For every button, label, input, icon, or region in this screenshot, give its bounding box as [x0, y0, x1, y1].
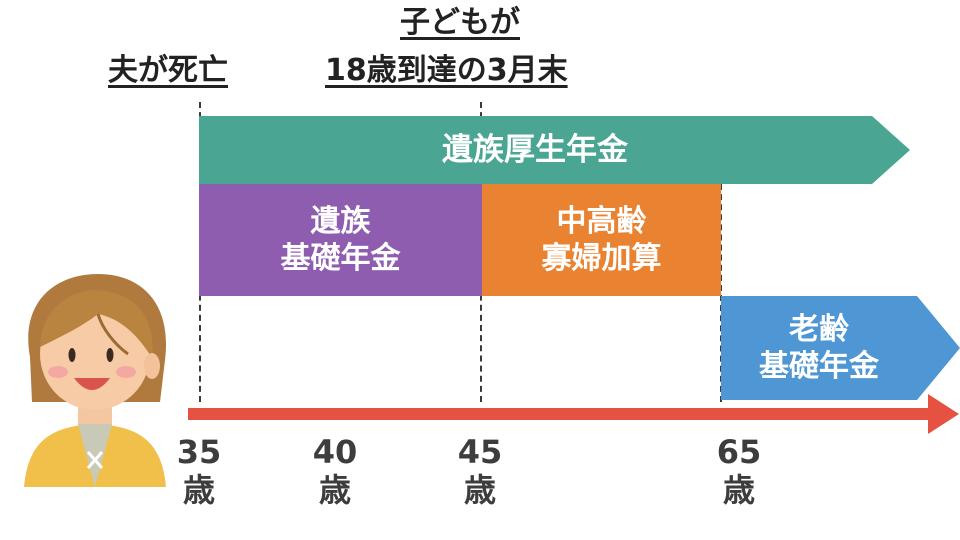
event-husband-death: 夫が死亡	[108, 53, 228, 88]
survivor-employee-pension-label: 遺族厚生年金	[442, 131, 628, 168]
event-child-18-line2: 18歳到達の3月末	[325, 53, 568, 88]
age-label-45: 45 歳	[457, 433, 503, 510]
guide-line-65	[720, 184, 722, 402]
old-age-basic-pension-line1: 老齢	[789, 311, 849, 347]
widow-addition-line2: 寡婦加算	[541, 241, 662, 276]
age-label-40: 40 歳	[312, 433, 358, 510]
event-child-18-line1: 子どもが	[400, 5, 520, 40]
woman-avatar-illustration	[24, 274, 167, 487]
survivor-basic-pension-bar: 遺族 基礎年金	[199, 184, 482, 296]
survivor-basic-pension-line2: 基礎年金	[280, 241, 401, 276]
widow-addition-bar: 中高齢 寡婦加算	[482, 184, 721, 296]
old-age-basic-pension-arrow	[721, 296, 960, 400]
timeline-arrow	[188, 394, 959, 434]
old-age-basic-pension-label: 老齢 基礎年金	[721, 296, 917, 400]
old-age-basic-pension-line2: 基礎年金	[759, 349, 879, 384]
widow-addition-line1: 中高齢	[556, 203, 647, 239]
age-label-65: 65 歳	[716, 433, 762, 510]
age-label-35: 35 歳	[176, 433, 222, 510]
survivor-basic-pension-line1: 遺族	[310, 203, 371, 239]
survivor-employee-pension-arrow	[199, 116, 910, 184]
